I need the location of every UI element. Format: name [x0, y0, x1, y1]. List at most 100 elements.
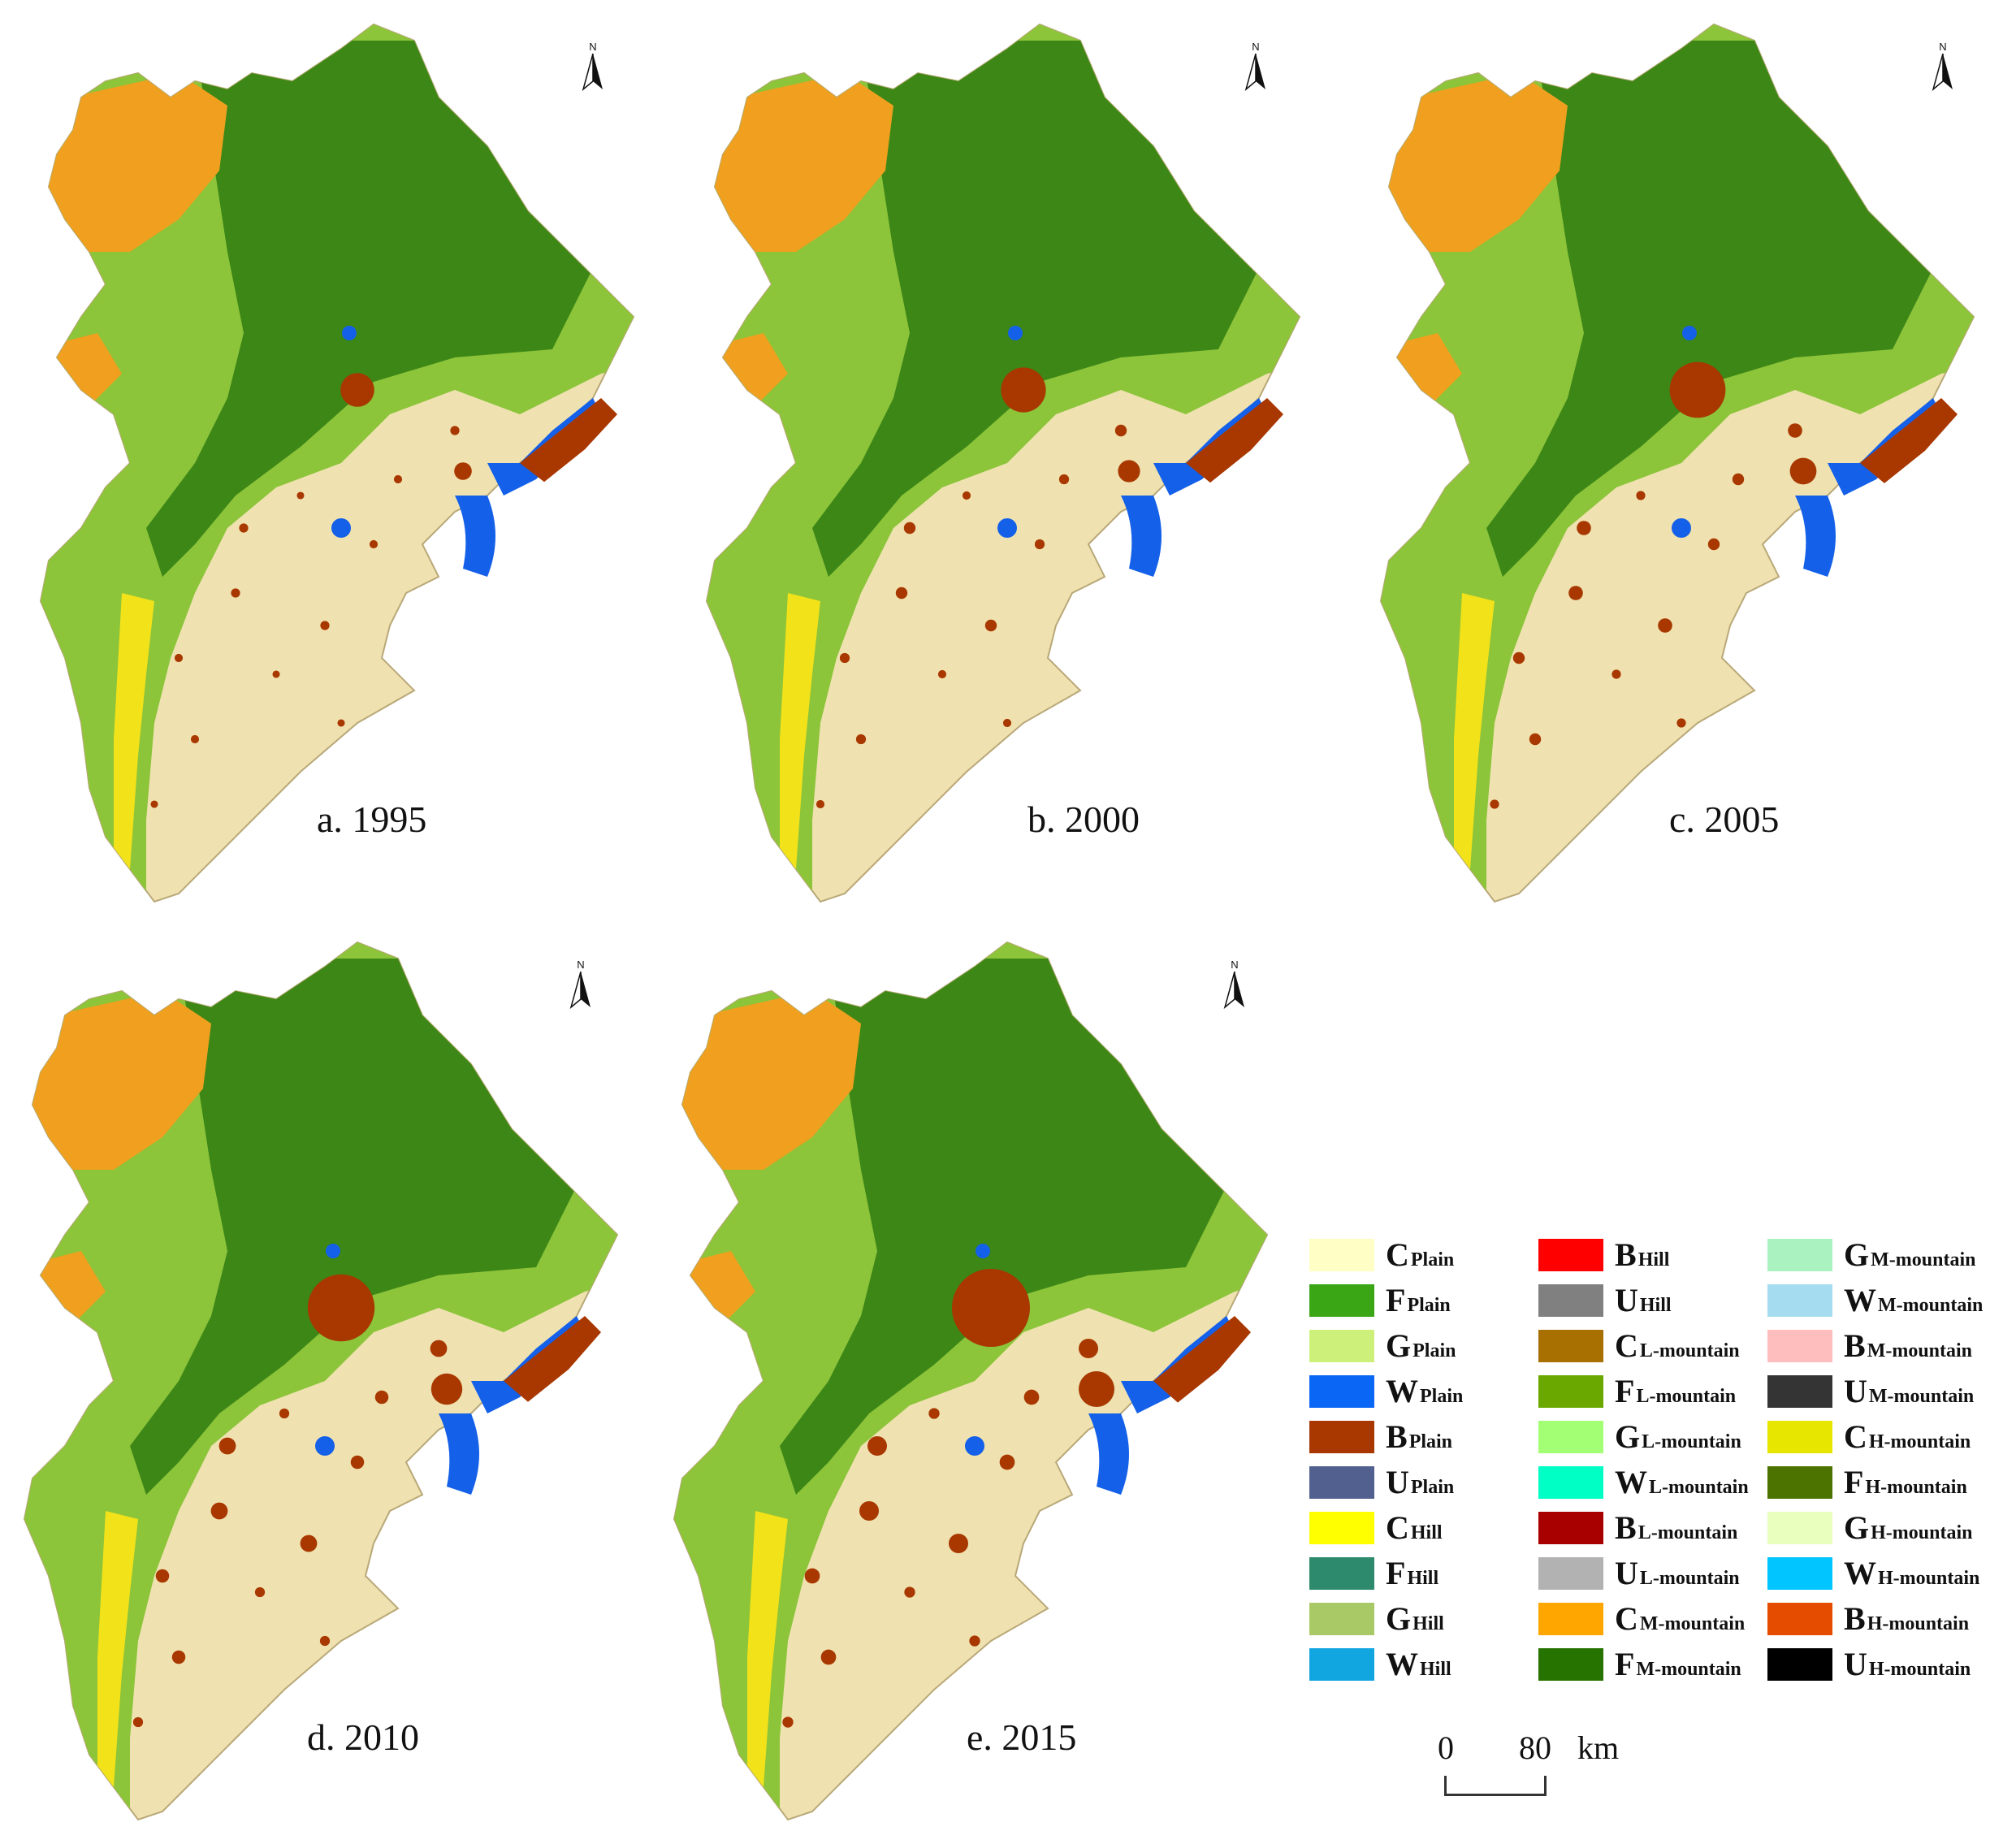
legend-label: W L-mountain: [1615, 1466, 1749, 1499]
legend-item: G Plain: [1309, 1327, 1456, 1365]
built-up-town: [320, 621, 330, 630]
legend-label: B L-mountain: [1615, 1512, 1737, 1544]
built-up-town: [1079, 1339, 1098, 1358]
capital-city-built-up: [952, 1269, 1030, 1347]
legend-label-sub: Plain: [1412, 1340, 1456, 1361]
coastal-built-up: [1860, 398, 1958, 483]
north-arrow-icon: N: [1927, 41, 1959, 93]
legend-label-sub: H-mountain: [1871, 1522, 1973, 1543]
legend-item: B M-mountain: [1767, 1327, 1972, 1365]
legend-label-main: U: [1615, 1282, 1638, 1318]
legend-item: B Hill: [1538, 1236, 1669, 1274]
legend-label: B Hill: [1615, 1239, 1669, 1271]
legend-label-main: C: [1615, 1327, 1638, 1364]
north-arrow-icon: N: [565, 959, 597, 1011]
legend-item: B Plain: [1309, 1418, 1452, 1456]
legend-label: B H-mountain: [1844, 1603, 1969, 1635]
legend-item: C H-mountain: [1767, 1418, 1971, 1456]
legend-label: F H-mountain: [1844, 1466, 1967, 1499]
built-up-town: [867, 1436, 887, 1456]
legend-swatch: [1767, 1603, 1832, 1635]
built-up-town: [319, 1635, 331, 1647]
legend-label-sub: L-mountain: [1642, 1431, 1741, 1452]
legend-label-sub: M-mountain: [1867, 1340, 1973, 1361]
land-use-map-panel: [16, 926, 682, 1844]
legend-label-main: C: [1386, 1509, 1409, 1546]
legend-label-main: B: [1844, 1327, 1866, 1364]
legend-label-sub: M-mountain: [1871, 1249, 1976, 1270]
legend-swatch: [1309, 1648, 1374, 1681]
legend-label-sub: Hill: [1420, 1659, 1451, 1680]
capital-city-built-up: [1001, 367, 1046, 413]
capital-city-built-up: [340, 373, 374, 407]
legend-item: B H-mountain: [1767, 1600, 1969, 1638]
legend-label: W Hill: [1386, 1648, 1451, 1681]
legend-swatch: [1309, 1421, 1374, 1453]
legend-label: B M-mountain: [1844, 1330, 1972, 1362]
highland-cropland-zone: [1381, 73, 1568, 252]
built-up-town: [1676, 718, 1686, 728]
coastal-water: [439, 1413, 479, 1495]
legend-item: W H-mountain: [1767, 1555, 1979, 1592]
legend-label: F Hill: [1386, 1557, 1438, 1590]
legend-label: G M-mountain: [1844, 1239, 1975, 1271]
built-up-town: [1058, 474, 1070, 485]
built-up-town: [272, 670, 280, 678]
legend-label: W M-mountain: [1844, 1284, 1983, 1317]
legend-label-main: G: [1386, 1327, 1412, 1364]
legend-label: U Plain: [1386, 1466, 1454, 1499]
legend-label-main: W: [1386, 1373, 1418, 1409]
built-up-town: [218, 1437, 236, 1455]
built-up-town: [804, 1568, 820, 1584]
legend-label: G Plain: [1386, 1330, 1456, 1362]
legend-item: W L-mountain: [1538, 1464, 1749, 1501]
legend-label-sub: H-mountain: [1878, 1568, 1980, 1589]
land-use-map-svg: [1379, 23, 1975, 903]
legend-swatch: [1767, 1330, 1832, 1362]
highland-cropland-zone: [41, 73, 227, 252]
legend-label: U Hill: [1615, 1284, 1672, 1317]
highland-cropland-zone: [24, 991, 211, 1170]
land-use-map-svg: [705, 23, 1301, 903]
land-use-map-svg: [23, 941, 619, 1821]
reservoir: [1682, 326, 1697, 340]
built-up-town: [210, 1502, 228, 1520]
legend-label: F Plain: [1386, 1284, 1451, 1317]
dense-forest-zone: [146, 41, 601, 577]
legend-label-sub: M-mountain: [1639, 1613, 1746, 1634]
port-city-built-up: [1118, 460, 1140, 483]
reservoir: [1672, 518, 1691, 538]
dense-forest-zone: [130, 959, 585, 1495]
north-letter: N: [1939, 41, 1947, 53]
legend-swatch: [1767, 1239, 1832, 1271]
north-letter: N: [1231, 959, 1239, 971]
built-up-town: [999, 1454, 1015, 1470]
land-use-map-panel: [666, 926, 1332, 1844]
legend-swatch: [1538, 1375, 1603, 1408]
legend-swatch: [1538, 1512, 1603, 1544]
legend-swatch: [1538, 1421, 1603, 1453]
built-up-town: [369, 539, 379, 549]
built-up-town: [1034, 539, 1045, 550]
dense-forest-zone: [780, 959, 1235, 1495]
legend-item: W Plain: [1309, 1373, 1463, 1410]
built-up-town: [374, 1390, 389, 1405]
dense-forest-zone: [1486, 41, 1941, 577]
built-up-town: [1577, 521, 1591, 535]
legend-item: U M-mountain: [1767, 1373, 1974, 1410]
legend-label-sub: Plain: [1408, 1431, 1453, 1452]
land-use-map-svg: [39, 23, 635, 903]
legend-label-main: G: [1844, 1236, 1870, 1273]
built-up-town: [150, 800, 158, 808]
built-up-town: [1023, 1389, 1040, 1405]
legend-item: G M-mountain: [1767, 1236, 1975, 1274]
coastal-built-up: [520, 398, 617, 483]
legend-label-main: F: [1386, 1555, 1406, 1591]
legend-label: W H-mountain: [1844, 1557, 1979, 1590]
coastal-water: [1121, 496, 1162, 577]
scale-end-label: 80: [1519, 1729, 1551, 1766]
legend-label-main: C: [1615, 1600, 1638, 1637]
map-caption: c. 2005: [1669, 799, 1780, 840]
legend-label-sub: Plain: [1410, 1477, 1455, 1498]
legend: C Plain F Plain G Plain W Plain B Plain U Plain C Hil…: [1309, 1236, 2008, 1699]
